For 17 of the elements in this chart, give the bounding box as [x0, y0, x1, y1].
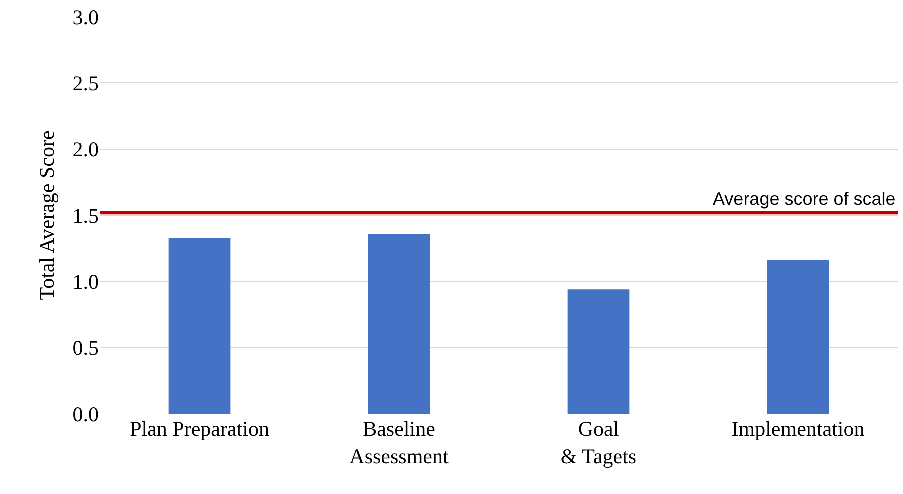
- ref-line-label: Average score of scale: [713, 189, 896, 209]
- bar: [568, 290, 630, 414]
- bar: [767, 260, 830, 414]
- y-tick-label: 1.5: [72, 204, 99, 228]
- y-tick-label: 3.0: [72, 5, 99, 30]
- y-tick-label: 0.5: [72, 336, 99, 360]
- y-tick-label: 1.0: [72, 270, 99, 294]
- y-tick-label: 2.0: [72, 138, 99, 162]
- y-tick-label: 2.5: [72, 72, 99, 96]
- x-tick-label: Plan Preparation: [130, 417, 270, 441]
- bar: [168, 238, 231, 414]
- bar: [368, 234, 430, 414]
- y-tick-label: 0.0: [72, 402, 99, 426]
- y-axis-title: Total Average Score: [34, 130, 59, 300]
- x-tick-label: Implementation: [732, 417, 866, 441]
- x-tick-label: Goal & Tagets: [560, 417, 637, 468]
- x-tick-label: Baseline Assessment: [350, 417, 449, 468]
